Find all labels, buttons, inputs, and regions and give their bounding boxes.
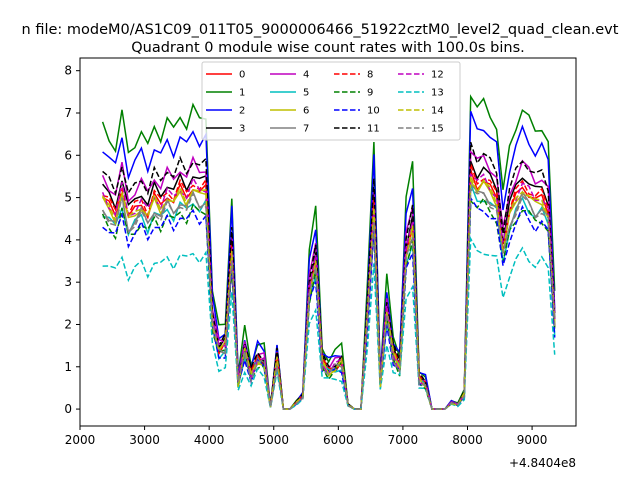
- series-line-2: [102, 110, 556, 410]
- x-tick-label: 4000: [194, 433, 225, 447]
- y-axis: 0 1 2 3 4 5 6 7 8: [64, 64, 80, 416]
- x-tick-label: 5000: [258, 433, 289, 447]
- plot-lines: [101, 94, 556, 410]
- chart-title: Quadrant 0 module wise count rates with …: [131, 40, 525, 56]
- series-line-13: [102, 235, 556, 410]
- series-line-1: [101, 94, 556, 410]
- legend-label-11: 11: [367, 124, 380, 135]
- y-tick-label: 1: [64, 360, 72, 374]
- x-axis: 2000 3000 4000 5000 6000 7000 8000 9000: [65, 426, 548, 447]
- legend-label-1: 1: [239, 88, 245, 99]
- y-tick-label: 6: [64, 148, 72, 162]
- legend-label-9: 9: [367, 88, 373, 99]
- series-line-11: [102, 141, 556, 410]
- x-tick-label: 6000: [323, 433, 354, 447]
- series-line-8: [102, 163, 556, 410]
- legend-box: [201, 61, 461, 141]
- y-tick-label: 5: [64, 191, 72, 205]
- x-offset-text: +4.8404e8: [509, 456, 576, 470]
- x-tick-label: 3000: [129, 433, 160, 447]
- x-tick-label: 7000: [388, 433, 419, 447]
- legend-label-7: 7: [303, 124, 309, 135]
- legend-label-8: 8: [367, 70, 373, 81]
- legend-label-13: 13: [431, 88, 444, 99]
- legend-label-15: 15: [431, 124, 444, 135]
- x-tick-label: 8000: [452, 433, 483, 447]
- legend-label-10: 10: [367, 106, 380, 117]
- series-line-9: [101, 196, 556, 410]
- y-tick-label: 8: [64, 64, 72, 78]
- legend-label-6: 6: [303, 106, 309, 117]
- legend-label-12: 12: [431, 70, 444, 81]
- y-tick-label: 4: [64, 233, 72, 247]
- legend-label-4: 4: [303, 70, 309, 81]
- plot-area-frame: [79, 57, 577, 427]
- x-tick-label: 2000: [65, 433, 96, 447]
- y-tick-label: 2: [64, 317, 72, 331]
- series-line-15: [101, 187, 556, 410]
- y-tick-label: 3: [64, 275, 72, 289]
- x-tick-label: 9000: [517, 433, 548, 447]
- y-tick-label: 7: [64, 106, 72, 120]
- legend-label-2: 2: [239, 106, 245, 117]
- legend-label-3: 3: [239, 124, 245, 135]
- y-tick-label: 0: [64, 402, 72, 416]
- legend-label-14: 14: [431, 106, 444, 117]
- legend-label-5: 5: [303, 88, 309, 99]
- chart-suptitle: n file: modeM0/AS1C09_011T05_9000006466_…: [22, 22, 619, 38]
- legend-label-0: 0: [239, 70, 245, 81]
